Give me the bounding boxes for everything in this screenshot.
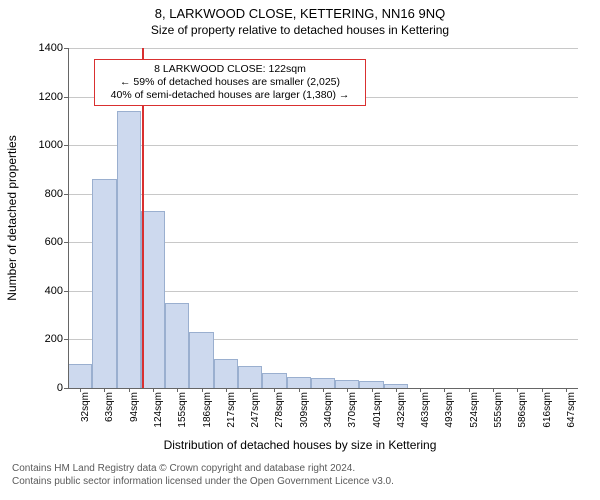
xtick-label: 124sqm	[153, 392, 164, 428]
histogram-bar	[214, 359, 238, 388]
gridline	[68, 48, 578, 49]
xtick-label: 493sqm	[444, 392, 455, 428]
xtick-label: 432sqm	[396, 392, 407, 428]
histogram-bar	[117, 111, 141, 388]
xtick-label: 524sqm	[469, 392, 480, 428]
histogram-bar	[359, 381, 383, 388]
ytick-label: 200	[45, 333, 63, 345]
chart-subtitle: Size of property relative to detached ho…	[0, 21, 600, 37]
ytick-label: 1000	[39, 139, 63, 151]
page-title: 8, LARKWOOD CLOSE, KETTERING, NN16 9NQ	[0, 0, 600, 21]
x-axis-line	[68, 388, 578, 389]
histogram-bar	[262, 373, 286, 388]
xtick-label: 247sqm	[250, 392, 261, 428]
xtick-label: 32sqm	[80, 392, 91, 422]
chart-container: 8, LARKWOOD CLOSE, KETTERING, NN16 9NQ S…	[0, 0, 600, 500]
xtick-label: 647sqm	[566, 392, 577, 428]
ytick-label: 600	[45, 236, 63, 248]
histogram-bar	[92, 179, 116, 388]
xtick-label: 586sqm	[517, 392, 528, 428]
footer: Contains HM Land Registry data © Crown c…	[0, 462, 600, 488]
histogram-bar	[287, 377, 311, 388]
annotation-line1: 8 LARKWOOD CLOSE: 122sqm	[101, 63, 359, 76]
histogram-bar	[68, 364, 92, 388]
ytick-label: 0	[57, 382, 63, 394]
footer-line1: Contains HM Land Registry data © Crown c…	[12, 462, 600, 475]
ytick-label: 800	[45, 188, 63, 200]
gridline	[68, 145, 578, 146]
xtick-label: 555sqm	[493, 392, 504, 428]
histogram-bar	[141, 211, 165, 388]
xtick-label: 217sqm	[226, 392, 237, 428]
ytick-label: 1400	[39, 42, 63, 54]
annotation-box: 8 LARKWOOD CLOSE: 122sqm ← 59% of detach…	[94, 59, 366, 106]
xtick-label: 309sqm	[299, 392, 310, 428]
xtick-label: 340sqm	[323, 392, 334, 428]
x-axis-label: Distribution of detached houses by size …	[0, 438, 600, 452]
xtick-label: 155sqm	[177, 392, 188, 428]
histogram-bar	[335, 380, 359, 389]
xtick-label: 616sqm	[542, 392, 553, 428]
xtick-label: 401sqm	[372, 392, 383, 428]
annotation-line3: 40% of semi-detached houses are larger (…	[101, 89, 359, 102]
histogram-bar	[189, 332, 213, 388]
histogram-bar	[165, 303, 189, 388]
ytick-label: 1200	[39, 91, 63, 103]
ytick-label: 400	[45, 285, 63, 297]
annotation-line2: ← 59% of detached houses are smaller (2,…	[101, 76, 359, 89]
gridline	[68, 194, 578, 195]
xtick-label: 370sqm	[347, 392, 358, 428]
histogram-bar	[311, 378, 335, 388]
xtick-label: 94sqm	[129, 392, 140, 422]
histogram-bar	[238, 366, 262, 388]
xtick-label: 186sqm	[202, 392, 213, 428]
xtick-label: 63sqm	[104, 392, 115, 422]
y-axis-line	[68, 48, 69, 388]
y-axis-label: Number of detached properties	[5, 135, 19, 300]
xtick-label: 463sqm	[420, 392, 431, 428]
xtick-label: 278sqm	[274, 392, 285, 428]
footer-line2: Contains public sector information licen…	[12, 475, 600, 488]
